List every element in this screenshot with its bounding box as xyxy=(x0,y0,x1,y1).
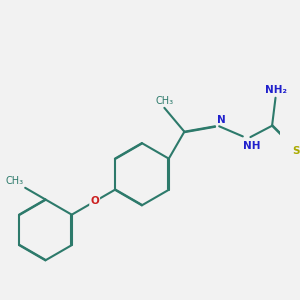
Text: O: O xyxy=(90,196,99,206)
Text: NH₂: NH₂ xyxy=(265,85,286,95)
Text: N: N xyxy=(217,115,226,124)
Text: CH₃: CH₃ xyxy=(5,176,23,186)
Text: S: S xyxy=(292,146,300,156)
Text: NH: NH xyxy=(243,140,260,151)
Text: CH₃: CH₃ xyxy=(155,96,173,106)
